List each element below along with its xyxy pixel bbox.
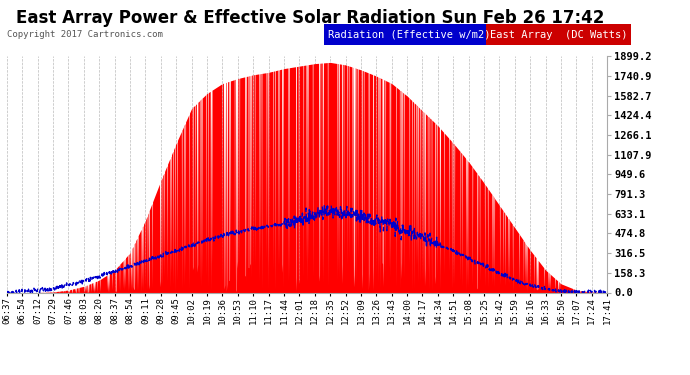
Text: East Array  (DC Watts): East Array (DC Watts) [490, 30, 627, 40]
Text: Radiation (Effective w/m2): Radiation (Effective w/m2) [328, 30, 491, 40]
Text: East Array Power & Effective Solar Radiation Sun Feb 26 17:42: East Array Power & Effective Solar Radia… [17, 9, 604, 27]
Text: Copyright 2017 Cartronics.com: Copyright 2017 Cartronics.com [7, 30, 163, 39]
